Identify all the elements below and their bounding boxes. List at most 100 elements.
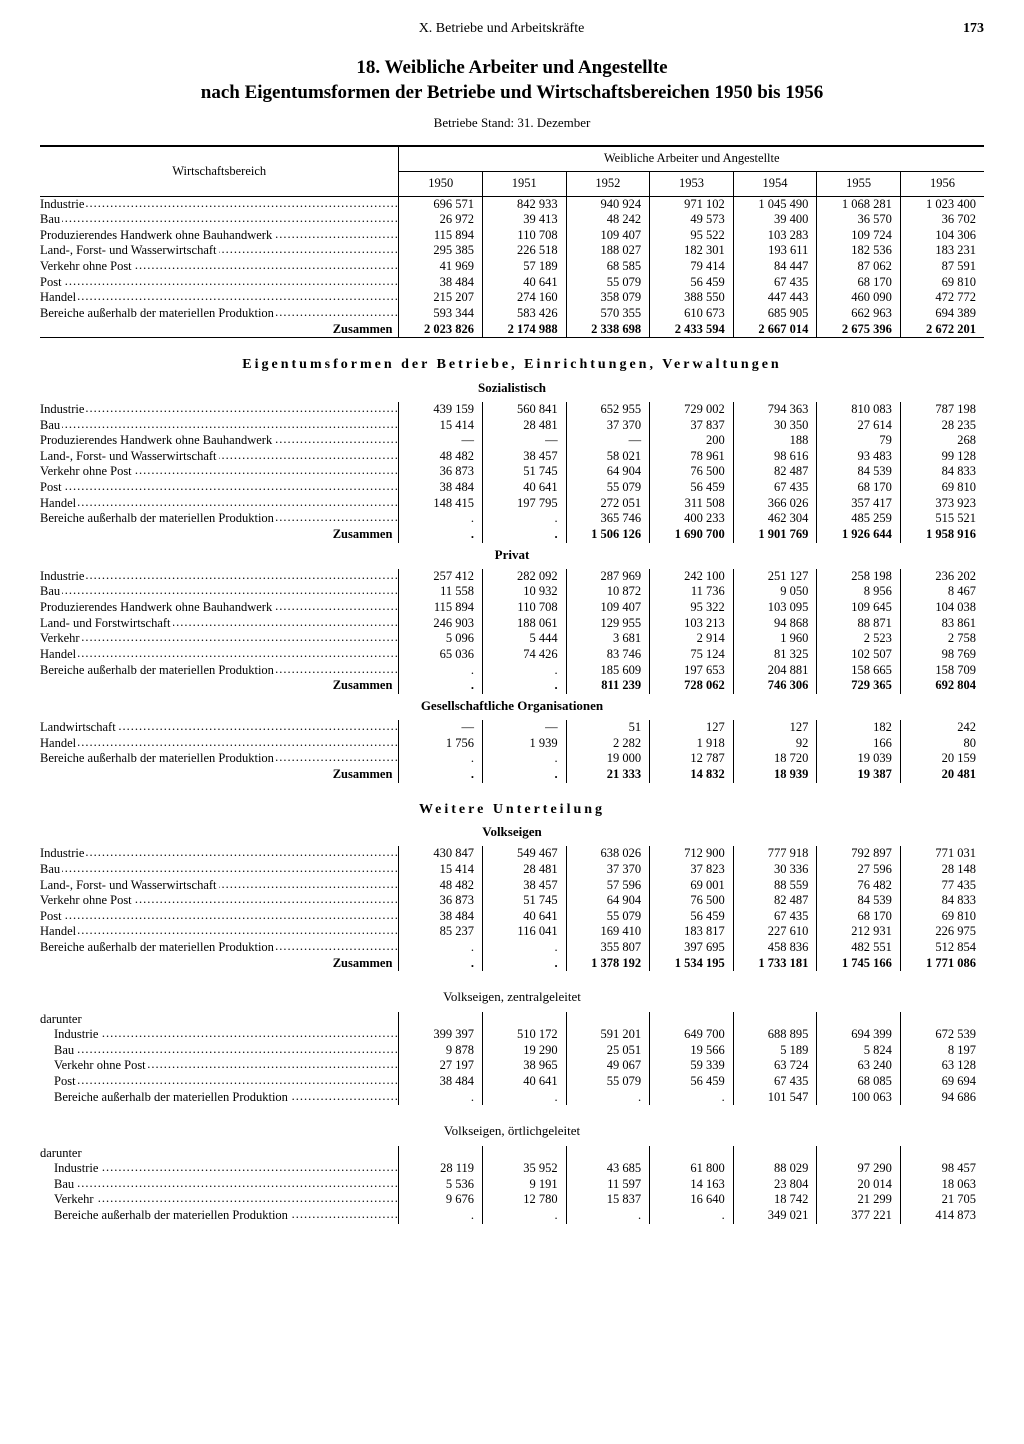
cell-value: 84 833: [900, 893, 984, 909]
table-row: Handel148 415197 795272 051311 508366 02…: [40, 496, 984, 512]
cell-value: 940 924: [566, 196, 650, 212]
cell-value: 11 558: [399, 584, 483, 600]
cell-value: 169 410: [566, 924, 650, 940]
cell-value: 685 905: [733, 306, 817, 322]
table-row: Post38 48440 64155 07956 45967 43568 170…: [40, 909, 984, 925]
cell-value: 1 068 281: [817, 196, 901, 212]
cell-value: 37 370: [566, 862, 650, 878]
cell-value: 10 872: [566, 584, 650, 600]
cell-value: 76 500: [650, 464, 734, 480]
sum-value: .: [399, 527, 483, 543]
cell-value: 116 041: [483, 924, 567, 940]
year-header: 1955: [817, 171, 901, 196]
page-header: X. Betriebe und Arbeitskräfte 173: [40, 20, 984, 38]
cell-value: 11 597: [566, 1177, 650, 1193]
cell-value: 2 914: [650, 631, 734, 647]
row-label: Handel: [40, 290, 399, 306]
cell-value: 2 282: [566, 736, 650, 752]
sum-label: Zusammen: [40, 322, 399, 338]
cell-value: 38 484: [399, 1074, 483, 1090]
cell-value: 5 189: [733, 1043, 817, 1059]
cell-value: 99 128: [900, 449, 984, 465]
cell-value: 84 539: [817, 464, 901, 480]
cell-value: 110 708: [483, 228, 567, 244]
cell-value: 103 213: [650, 616, 734, 632]
cell-value: 694 389: [900, 306, 984, 322]
sum-value: 2 174 988: [483, 322, 567, 338]
table-row: Bau15 41428 48137 37037 83730 35027 6142…: [40, 418, 984, 434]
cell-value: 365 746: [566, 511, 650, 527]
cell-value: 68 170: [817, 480, 901, 496]
cell-value: 268: [900, 433, 984, 449]
sum-value: 1 690 700: [650, 527, 734, 543]
cell-value: 83 861: [900, 616, 984, 632]
cell-value: 2 523: [817, 631, 901, 647]
cell-value: 129 955: [566, 616, 650, 632]
cell-value: 8 467: [900, 584, 984, 600]
row-label: Verkehr: [40, 1192, 399, 1208]
cell-value: 12 787: [650, 751, 734, 767]
table-row: Verkehr5 0965 4443 6812 9141 9602 5232 7…: [40, 631, 984, 647]
cell-value: 1 939: [483, 736, 567, 752]
row-label: Bereiche außerhalb der materiellen Produ…: [40, 663, 399, 679]
cell-value: 102 507: [817, 647, 901, 663]
cell-value: 63 240: [817, 1058, 901, 1074]
row-label: Produzierendes Handwerk ohne Bauhandwerk: [40, 228, 399, 244]
table-row: Industrie696 571842 933940 924971 1021 0…: [40, 196, 984, 212]
cell-value: 771 031: [900, 846, 984, 862]
cell-value: 23 804: [733, 1177, 817, 1193]
year-header: 1950: [399, 171, 483, 196]
cell-value: 40 641: [483, 1074, 567, 1090]
cell-value: 20 014: [817, 1177, 901, 1193]
cell-value: 27 197: [399, 1058, 483, 1074]
cell-value: 38 484: [399, 480, 483, 496]
sum-value: 2 667 014: [733, 322, 817, 338]
cell-value: 92: [733, 736, 817, 752]
cell-value: 55 079: [566, 275, 650, 291]
cell-value: 19 039: [817, 751, 901, 767]
cell-value: 485 259: [817, 511, 901, 527]
cell-value: 373 923: [900, 496, 984, 512]
cell-value: 197 653: [650, 663, 734, 679]
cell-value: 357 417: [817, 496, 901, 512]
subnote: Betriebe Stand: 31. Dezember: [40, 115, 984, 131]
cell-value: 37 837: [650, 418, 734, 434]
cell-value: .: [566, 1208, 650, 1224]
cell-value: 787 198: [900, 402, 984, 418]
row-label: Handel: [40, 924, 399, 940]
sum-value: .: [483, 678, 567, 694]
sum-row: Zusammen..811 239728 062746 306729 36569…: [40, 678, 984, 694]
sum-value: 729 365: [817, 678, 901, 694]
sum-value: 1 378 192: [566, 956, 650, 972]
cell-value: 399 397: [399, 1027, 483, 1043]
cell-value: 18 063: [900, 1177, 984, 1193]
cell-value: 148 415: [399, 496, 483, 512]
year-header: 1952: [566, 171, 650, 196]
cell-value: 12 780: [483, 1192, 567, 1208]
cell-value: 19 566: [650, 1043, 734, 1059]
table-row: Bereiche außerhalb der materiellen Produ…: [40, 1090, 984, 1106]
cell-value: 51 745: [483, 464, 567, 480]
sum-value: 2 433 594: [650, 322, 734, 338]
row-label: Bau: [40, 862, 399, 878]
row-label: Industrie: [40, 1161, 399, 1177]
cell-value: 610 673: [650, 306, 734, 322]
cell-value: 447 443: [733, 290, 817, 306]
cell-value: 48 482: [399, 449, 483, 465]
cell-value: 197 795: [483, 496, 567, 512]
cell-value: 55 079: [566, 909, 650, 925]
cell-value: 39 400: [733, 212, 817, 228]
sum-value: 1 534 195: [650, 956, 734, 972]
row-label: Handel: [40, 736, 399, 752]
sum-row: Zusammen2 023 8262 174 9882 338 6982 433…: [40, 322, 984, 338]
cell-value: 26 972: [399, 212, 483, 228]
cell-value: 842 933: [483, 196, 567, 212]
cell-value: 38 965: [483, 1058, 567, 1074]
cell-value: 652 955: [566, 402, 650, 418]
cell-value: 85 237: [399, 924, 483, 940]
cell-value: 15 414: [399, 418, 483, 434]
cell-value: 1 756: [399, 736, 483, 752]
row-label: Bereiche außerhalb der materiellen Produ…: [40, 306, 399, 322]
sum-value: 21 333: [566, 767, 650, 783]
cell-value: 246 903: [399, 616, 483, 632]
